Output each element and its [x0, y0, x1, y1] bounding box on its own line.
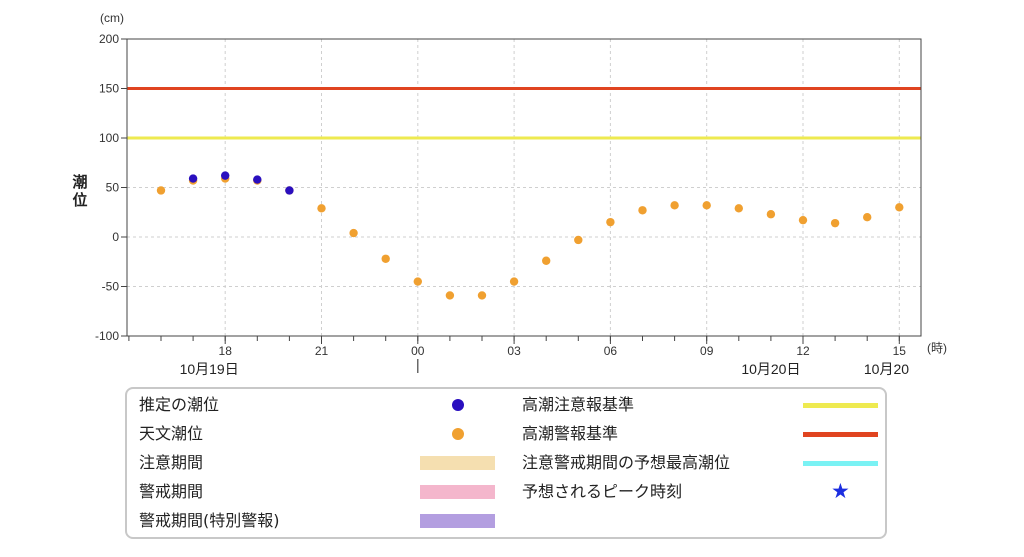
legend-line-swatch: [803, 432, 878, 437]
x-tick-label: 18: [219, 344, 233, 358]
legend: 推定の潮位天文潮位注意期間警戒期間警戒期間(特別警報) 高潮注意報基準 高潮警報基準…: [125, 387, 887, 539]
data-point: [734, 204, 743, 213]
x-tick-label: 21: [315, 344, 329, 358]
legend-dot-icon: [452, 399, 464, 411]
legend-label: 高潮警報基準: [522, 424, 619, 443]
x-tick-label: 12: [796, 344, 810, 358]
legend-label: 予想されるピーク時刻: [522, 482, 683, 501]
legend-label: 警戒期間: [139, 482, 204, 501]
x-unit-label: (時): [927, 341, 947, 355]
data-point: [606, 217, 615, 227]
legend-line-swatch: [803, 461, 878, 466]
data-point: [477, 291, 487, 300]
y-tick-label: 100: [99, 131, 119, 145]
x-tick-label: 00: [411, 344, 425, 358]
legend-bar-swatch: [420, 485, 495, 499]
x-tick-label: 15: [893, 344, 907, 358]
y-tick-label: 50: [106, 181, 120, 195]
data-point: [285, 186, 294, 195]
star-icon: ★: [831, 479, 850, 503]
data-point: [188, 174, 198, 183]
legend-label: 天文潮位: [139, 424, 204, 443]
data-point: [317, 204, 326, 213]
data-points: [156, 171, 904, 300]
data-point: [509, 277, 519, 286]
x-tick-label: 06: [604, 344, 618, 358]
data-point: [156, 186, 166, 195]
data-point: [221, 171, 230, 180]
data-point: [895, 203, 904, 212]
y-tick-label: 200: [99, 32, 119, 46]
threshold-lines: [127, 87, 921, 140]
date-label: 10月19日: [180, 361, 239, 377]
y-tick-label: 0: [112, 230, 119, 244]
legend-line-swatch: [803, 403, 878, 408]
data-point: [381, 254, 390, 263]
legend-label: 警戒期間(特別警報): [139, 511, 280, 530]
legend-dot-icon: [452, 428, 464, 440]
data-point: [638, 206, 647, 215]
data-point: [413, 277, 422, 286]
x-tick-label: 03: [507, 344, 521, 358]
y-tick-label: 150: [99, 82, 119, 96]
data-point: [702, 201, 711, 210]
data-point: [574, 235, 583, 245]
data-point: [798, 215, 808, 225]
data-point: [349, 228, 358, 238]
y-unit-label: (cm): [100, 11, 124, 25]
date-label: 10月20: [864, 361, 909, 377]
y-tick-label: -50: [102, 280, 120, 294]
legend-label: 注意警戒期間の予想最高潮位: [522, 453, 731, 472]
data-point: [445, 291, 455, 300]
grid: [127, 39, 921, 336]
date-label: 10月20日: [741, 361, 800, 377]
y-axis-label: 潮位: [72, 173, 87, 209]
data-point: [670, 201, 679, 210]
legend-label: 推定の潮位: [139, 395, 220, 414]
data-point: [542, 256, 551, 265]
legend-label: 注意期間: [139, 453, 204, 472]
legend-bar-swatch: [420, 456, 495, 470]
y-tick-label: -100: [95, 329, 119, 343]
data-point: [766, 210, 776, 219]
data-point: [863, 213, 872, 222]
data-point: [253, 175, 262, 184]
data-point: [830, 218, 840, 228]
tide-chart: -100 -50 0 50 100 150 200 18 21 00 03 06 09 12 15 10月19…: [72, 11, 947, 377]
legend-label: 高潮注意報基準: [522, 395, 635, 414]
x-tick-label: 09: [700, 344, 714, 358]
legend-bar-swatch: [420, 514, 495, 528]
axes: -100 -50 0 50 100 150 200 18 21 00 03 06 09 12 15 10月19…: [95, 32, 909, 377]
